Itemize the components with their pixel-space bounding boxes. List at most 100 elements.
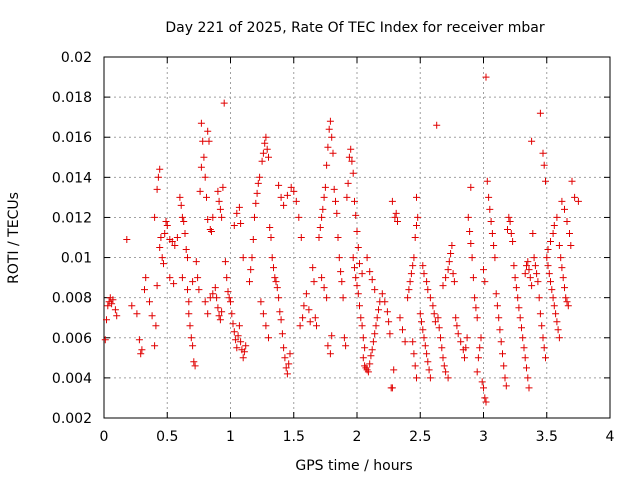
data-point <box>501 374 509 382</box>
data-point <box>405 286 413 294</box>
data-point <box>204 216 212 223</box>
data-point <box>442 274 450 282</box>
data-point <box>482 73 490 81</box>
data-point <box>399 326 406 334</box>
data-point <box>426 294 434 302</box>
data-point <box>237 338 245 346</box>
data-point <box>511 274 519 282</box>
data-point <box>386 330 394 338</box>
data-point <box>491 254 499 262</box>
data-point <box>297 234 305 241</box>
data-point <box>558 264 566 272</box>
y-tick-label: 0.012 <box>52 210 92 226</box>
data-point <box>468 254 476 262</box>
data-point <box>472 304 480 312</box>
data-point <box>564 302 572 310</box>
data-point <box>473 368 481 376</box>
data-point <box>158 254 166 262</box>
data-point <box>423 350 431 358</box>
data-point <box>526 274 534 282</box>
data-point <box>429 302 437 310</box>
x-tick-label: 2.5 <box>409 429 431 445</box>
data-point <box>549 230 557 237</box>
data-point <box>296 322 304 330</box>
data-point <box>514 294 522 302</box>
data-point <box>261 139 269 147</box>
data-point <box>444 374 452 382</box>
data-point <box>543 254 551 262</box>
data-point <box>209 213 217 221</box>
data-point <box>519 334 527 342</box>
data-point <box>343 193 351 201</box>
data-point <box>419 262 427 270</box>
data-point <box>349 169 357 177</box>
data-point <box>354 290 362 298</box>
data-point <box>253 189 261 197</box>
data-point <box>466 228 474 235</box>
data-point <box>406 278 414 286</box>
data-point <box>413 193 420 201</box>
data-point <box>536 109 544 117</box>
data-point <box>500 362 508 370</box>
data-point <box>358 322 366 330</box>
data-point <box>510 262 518 270</box>
data-point <box>323 161 331 169</box>
data-point <box>438 344 446 352</box>
data-point <box>375 306 382 314</box>
data-point <box>137 350 145 358</box>
data-point <box>371 286 379 294</box>
data-point <box>450 278 458 286</box>
data-point <box>548 286 556 294</box>
data-point <box>311 314 319 322</box>
data-point <box>354 244 362 251</box>
data-point <box>553 213 561 221</box>
data-point <box>267 234 275 241</box>
data-point <box>369 338 377 346</box>
data-point <box>295 213 303 221</box>
data-point <box>214 187 222 195</box>
x-tick-label: 2 <box>353 429 362 445</box>
data-point <box>490 242 498 249</box>
data-point <box>473 314 481 322</box>
data-point <box>401 338 409 346</box>
data-point <box>390 366 398 374</box>
data-point <box>204 310 212 318</box>
data-point <box>148 312 156 320</box>
data-point <box>425 366 433 374</box>
data-point <box>230 222 238 229</box>
data-point <box>488 230 496 237</box>
x-tick-label: 0.5 <box>156 429 178 445</box>
data-point <box>330 185 338 193</box>
data-point <box>247 266 255 274</box>
data-point <box>189 342 197 350</box>
data-point <box>216 205 224 213</box>
data-point <box>225 294 233 302</box>
data-point <box>173 234 181 241</box>
data-point <box>109 296 117 304</box>
data-point <box>444 266 452 274</box>
data-point <box>228 310 236 318</box>
data-point <box>184 254 191 262</box>
data-point <box>266 224 274 231</box>
data-point <box>539 334 547 342</box>
data-point <box>561 205 568 213</box>
data-point <box>562 294 570 302</box>
data-point <box>571 193 579 201</box>
data-point <box>276 308 284 316</box>
data-point <box>113 312 121 320</box>
data-point <box>233 344 241 352</box>
data-point <box>539 149 547 157</box>
data-point <box>536 310 544 318</box>
data-point <box>152 322 160 330</box>
data-point <box>480 384 487 392</box>
data-point <box>497 338 505 346</box>
data-point <box>477 334 485 342</box>
data-point <box>240 348 248 356</box>
data-point <box>469 274 477 282</box>
data-point <box>418 318 425 326</box>
data-point <box>471 294 479 302</box>
data-point <box>349 254 357 262</box>
data-point <box>151 342 159 350</box>
data-point <box>542 177 549 185</box>
data-point <box>230 328 238 336</box>
